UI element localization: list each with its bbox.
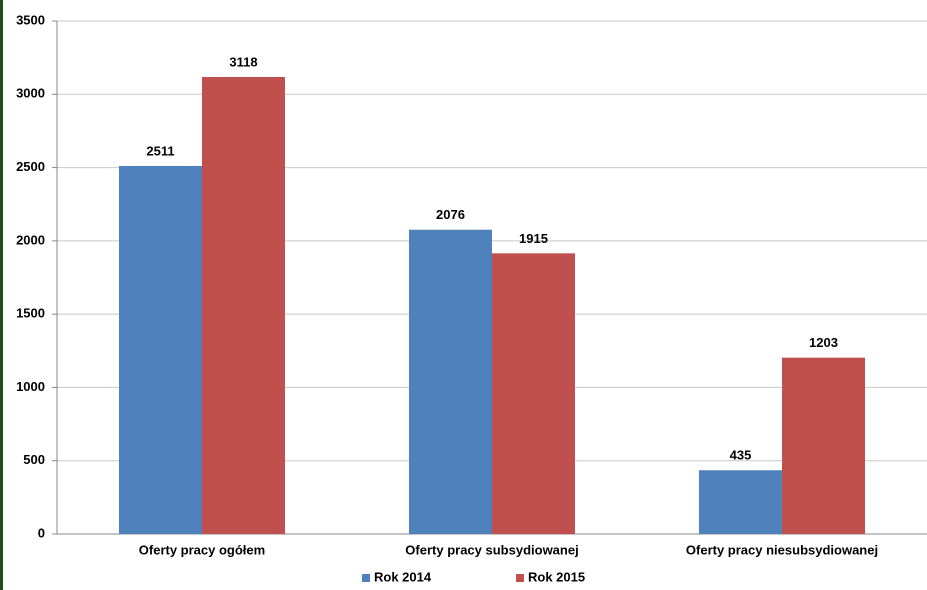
x-tick-label: Oferty pracy niesubsydiowanej xyxy=(686,542,878,557)
bar xyxy=(119,165,202,534)
bar xyxy=(782,357,865,534)
legend-label: Rok 2014 xyxy=(374,569,432,584)
bar xyxy=(699,470,782,534)
x-tick-label: Oferty pracy ogółem xyxy=(139,542,265,557)
data-label: 2076 xyxy=(436,207,465,222)
bar xyxy=(409,229,492,534)
data-label: 1203 xyxy=(809,335,838,350)
data-label: 435 xyxy=(730,448,752,463)
y-tick-label: 500 xyxy=(23,452,45,467)
y-tick-label: 3500 xyxy=(16,12,45,27)
y-tick-label: 3000 xyxy=(16,86,45,101)
y-tick-label: 1500 xyxy=(16,306,45,321)
data-label: 3118 xyxy=(229,54,257,69)
x-tick-label: Oferty pracy subsydiowanej xyxy=(405,542,578,557)
bar xyxy=(202,76,285,534)
legend-swatch xyxy=(516,574,524,582)
left-border xyxy=(0,0,3,590)
bar xyxy=(492,253,575,534)
legend-swatch xyxy=(362,574,370,582)
y-tick-label: 1000 xyxy=(16,379,45,394)
data-label: 1915 xyxy=(519,231,548,246)
y-tick-label: 0 xyxy=(38,525,45,540)
y-tick-label: 2000 xyxy=(16,232,45,247)
data-label: 2511 xyxy=(146,143,174,158)
legend-label: Rok 2015 xyxy=(528,569,585,584)
y-tick-label: 2500 xyxy=(16,159,45,174)
